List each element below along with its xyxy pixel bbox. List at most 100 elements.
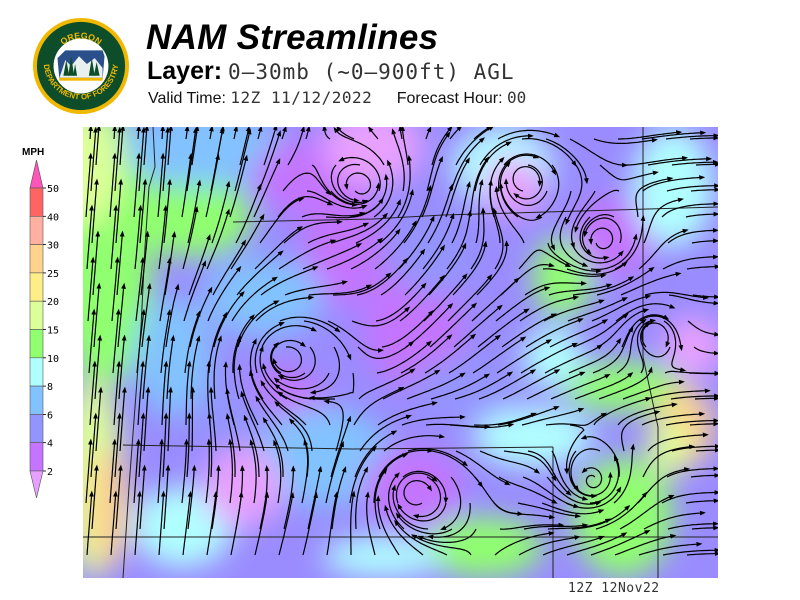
streamline xyxy=(495,286,551,322)
streamline xyxy=(161,360,169,426)
streamline xyxy=(570,471,613,497)
streamline xyxy=(112,308,121,374)
streamline xyxy=(338,156,381,192)
streamline xyxy=(381,310,434,348)
streamline xyxy=(478,369,537,400)
legend-tick-label: 20 xyxy=(47,297,59,308)
oregon-department-of-forestry-logo: OREGON DEPARTMENT OF FORESTRY xyxy=(32,17,130,115)
streamline xyxy=(636,318,657,374)
streamline xyxy=(302,243,363,270)
streamline xyxy=(167,386,173,452)
streamline xyxy=(694,395,718,401)
streamline xyxy=(517,502,582,519)
streamline xyxy=(355,466,369,530)
streamline xyxy=(641,411,706,426)
streamline xyxy=(184,310,201,374)
streamline xyxy=(662,547,718,556)
streamline xyxy=(159,257,172,322)
streamline xyxy=(666,466,718,478)
wind-speed-region xyxy=(423,517,543,577)
streamline xyxy=(141,282,152,348)
streamline xyxy=(309,346,340,395)
streamline xyxy=(164,231,177,296)
streamline xyxy=(302,491,319,556)
streamline xyxy=(254,226,304,270)
streamline xyxy=(239,127,251,166)
streamline xyxy=(274,401,313,452)
streamline xyxy=(237,363,259,426)
streamline xyxy=(513,164,543,200)
streamline xyxy=(579,216,610,261)
streamline xyxy=(232,314,255,374)
streamline xyxy=(240,390,265,452)
streamline xyxy=(349,173,389,218)
streamline xyxy=(257,127,263,140)
streamline xyxy=(308,372,355,401)
streamline xyxy=(668,294,718,306)
streamline xyxy=(114,127,122,192)
streamline xyxy=(666,183,718,192)
legend-tick-label: 50 xyxy=(47,184,59,195)
streamline xyxy=(473,412,537,426)
streamline xyxy=(94,334,103,400)
streamline xyxy=(665,418,718,426)
streamline xyxy=(402,470,449,504)
streamline xyxy=(394,519,448,556)
streamline xyxy=(119,386,127,452)
streamline xyxy=(573,313,629,348)
streamline xyxy=(447,274,493,322)
streamline xyxy=(182,490,193,556)
streamline xyxy=(599,164,659,181)
streamline xyxy=(496,339,553,374)
streamline xyxy=(639,315,684,352)
streamline xyxy=(354,430,398,478)
streamline xyxy=(667,228,718,244)
streamline xyxy=(688,371,718,376)
streamline xyxy=(541,502,605,515)
wind-speed-region xyxy=(323,127,423,187)
streamline xyxy=(638,541,703,556)
streamline xyxy=(427,502,471,540)
streamline xyxy=(549,319,609,348)
streamline xyxy=(136,127,142,140)
streamline xyxy=(359,414,413,452)
streamline xyxy=(186,412,192,478)
streamline xyxy=(613,443,636,504)
streamline xyxy=(542,535,605,556)
streamline xyxy=(426,131,451,192)
streamline xyxy=(356,257,409,296)
streamline xyxy=(261,325,318,348)
streamline xyxy=(287,127,305,166)
streamline xyxy=(455,127,495,166)
streamline xyxy=(617,402,678,426)
streamline xyxy=(574,372,634,400)
legend-tick-label: 4 xyxy=(47,439,53,450)
streamline xyxy=(618,130,683,140)
streamline xyxy=(143,127,150,166)
streamline xyxy=(693,346,718,356)
streamline xyxy=(640,322,671,358)
legend-tick-label: 30 xyxy=(47,241,59,252)
streamline xyxy=(138,127,146,192)
streamline xyxy=(582,213,615,255)
streamline xyxy=(301,211,366,218)
legend-tick-label: 40 xyxy=(47,212,59,223)
streamline xyxy=(233,127,238,140)
streamline xyxy=(93,282,102,348)
streamline xyxy=(95,386,103,452)
streamline xyxy=(182,206,199,270)
streamline xyxy=(336,127,355,140)
chart-title: NAM Streamlines xyxy=(146,18,439,57)
streamline xyxy=(235,183,262,244)
streamline xyxy=(662,254,718,270)
streamline xyxy=(542,268,607,279)
streamline xyxy=(572,276,635,296)
wind-speed-region xyxy=(303,187,383,307)
streamline xyxy=(189,286,213,348)
streamline xyxy=(323,399,344,452)
streamline xyxy=(283,219,343,244)
streamline xyxy=(686,264,718,270)
streamline xyxy=(188,233,211,296)
streamline xyxy=(230,491,244,556)
streamline xyxy=(190,386,196,452)
